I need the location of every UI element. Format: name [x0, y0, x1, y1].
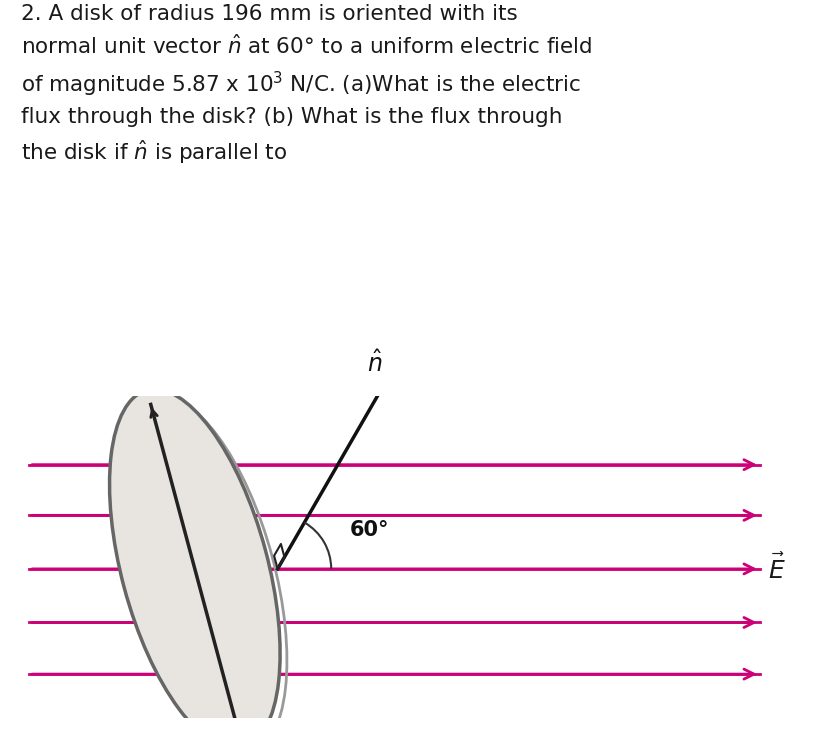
Text: $\vec{E}$: $\vec{E}$ — [767, 554, 784, 584]
Text: 60°: 60° — [350, 520, 389, 540]
Text: $\hat{n}$: $\hat{n}$ — [367, 351, 382, 377]
Text: 2. A disk of radius 196 mm is oriented with its
normal unit vector $\hat{n}$ at : 2. A disk of radius 196 mm is oriented w… — [21, 4, 591, 166]
Ellipse shape — [109, 389, 280, 748]
